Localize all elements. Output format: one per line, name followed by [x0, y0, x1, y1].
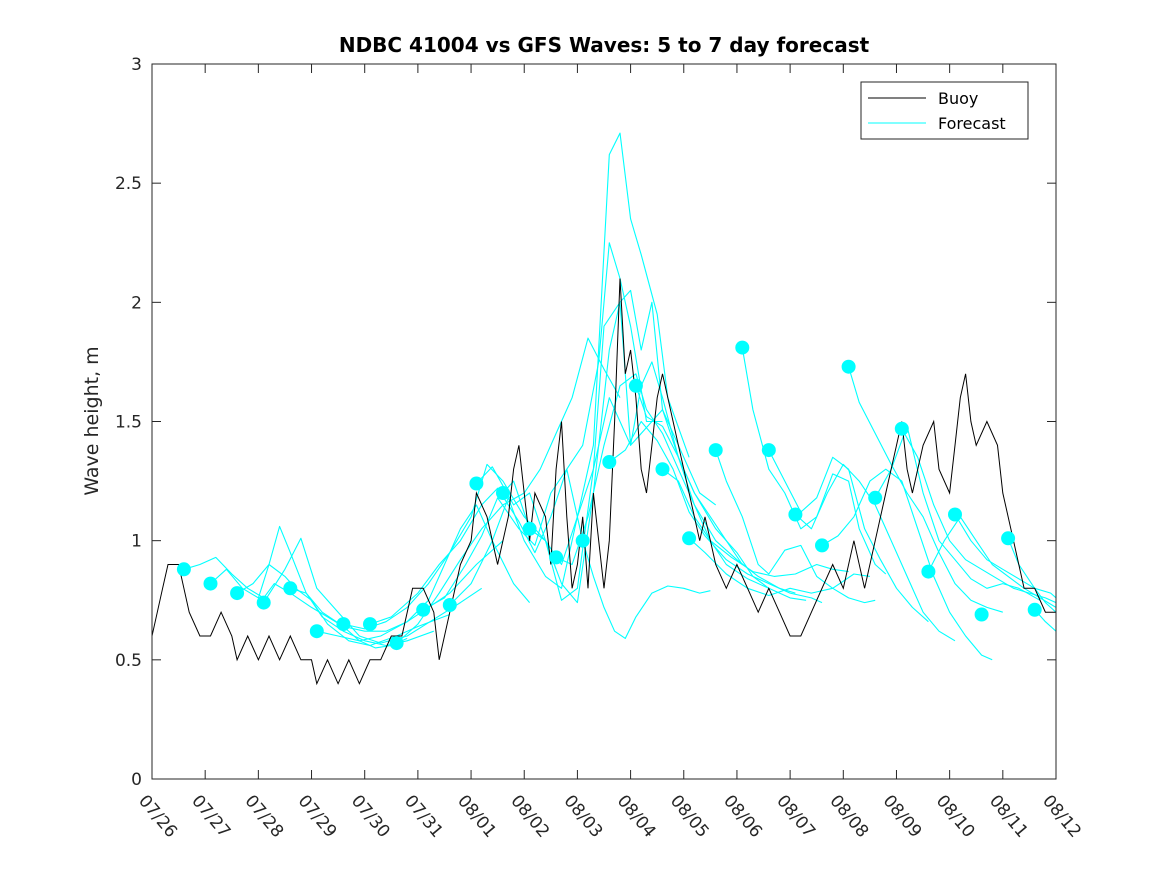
forecast-series-line — [608, 420, 823, 604]
forecast-start-point — [416, 602, 431, 617]
forecast-start-point — [363, 617, 377, 632]
forecast-start-point — [336, 617, 351, 632]
forecast-start-point — [708, 443, 723, 458]
forecast-series-line — [263, 537, 483, 644]
forecast-start-point — [1001, 531, 1016, 546]
y-tick-label: 0.5 — [115, 651, 142, 671]
forecast-series-line — [662, 468, 849, 577]
forecast-start-point — [894, 421, 909, 436]
forecast-start-point — [283, 581, 298, 596]
forecast-start-point — [602, 455, 617, 469]
forecast-series-line — [529, 397, 770, 589]
forecast-series-line — [422, 242, 663, 611]
forecast-start-point — [974, 607, 989, 622]
forecast-series-line — [210, 525, 434, 647]
forecast-series-line — [927, 516, 1056, 608]
forecast-start-point — [389, 636, 404, 651]
forecast-start-point — [815, 538, 829, 553]
y-tick-label: 1.5 — [115, 413, 142, 433]
forecast-series-line — [582, 540, 711, 639]
y-tick-label: 1 — [131, 532, 142, 552]
forecast-start-point — [682, 531, 697, 546]
forecast-start-point — [230, 586, 245, 601]
forecast-start-point — [841, 359, 856, 374]
forecast-series-line — [449, 132, 690, 606]
y-axis-label: Wave height, m — [81, 346, 103, 495]
forecast-start-point — [256, 595, 271, 610]
forecast-start-point — [868, 490, 883, 505]
forecast-start-point — [788, 507, 803, 522]
forecast-series-line — [795, 463, 956, 642]
forecast-start-point — [948, 507, 962, 522]
y-tick-labels: 0 0.5 1 1.5 2 2.5 3 — [115, 55, 142, 790]
forecast-start-point — [921, 564, 936, 579]
axes-box — [151, 63, 1057, 780]
forecast-start-point — [469, 476, 484, 491]
legend-buoy-label: Buoy — [938, 89, 978, 108]
y-tick-label: 0 — [131, 770, 142, 790]
forecast-series-line — [236, 563, 450, 647]
y-tick-label: 2.5 — [115, 174, 142, 194]
forecast-start-point — [442, 598, 457, 612]
forecast-start-point — [176, 562, 191, 577]
buoy-series-line — [152, 278, 1056, 686]
forecast-series-line — [316, 504, 531, 642]
legend: Buoy Forecast — [860, 81, 1029, 140]
legend-box — [860, 81, 1029, 140]
forecast-start-point — [522, 521, 537, 536]
forecast-series-line — [848, 366, 1003, 613]
y-tick-label: 2 — [131, 293, 142, 313]
forecast-start-point — [309, 624, 324, 639]
forecast-series-line — [821, 468, 993, 661]
forecast-start-point — [575, 533, 590, 548]
chart-title: NDBC 41004 vs GFS Waves: 5 to 7 day fore… — [339, 33, 870, 57]
forecast-series-line — [954, 514, 1056, 599]
legend-forecast-label: Forecast — [938, 114, 1006, 133]
forecast-start-point — [735, 340, 750, 355]
forecast-start-point — [628, 378, 643, 393]
forecast-start-point — [1027, 602, 1042, 617]
forecast-start-point — [761, 443, 776, 458]
forecast-start-point — [496, 486, 510, 500]
axes-ticks — [151, 63, 1057, 780]
forecast-start-point — [203, 576, 218, 591]
forecast-series-line — [715, 449, 876, 604]
forecast-start-point — [549, 550, 564, 565]
forecast-start-point — [655, 462, 670, 477]
y-tick-label: 3 — [131, 55, 142, 75]
plot-area — [152, 132, 1056, 686]
forecast-series-line — [290, 540, 504, 632]
